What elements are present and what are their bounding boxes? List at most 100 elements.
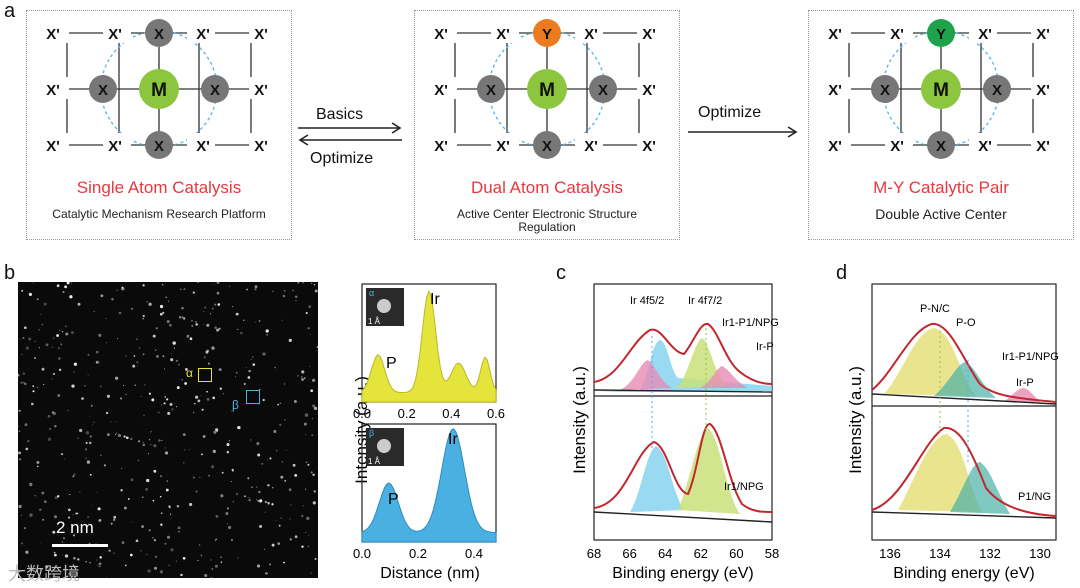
c-fit-bottom (593, 423, 773, 513)
d-label-irp: Ir-P (1016, 377, 1034, 389)
c-label-bottom: Ir1/NPG (724, 481, 764, 493)
d-peak-po (934, 362, 996, 398)
svg-text:X': X' (584, 26, 598, 43)
svg-text:X': X' (642, 138, 656, 155)
svg-text:X': X' (108, 26, 122, 43)
svg-text:X': X' (46, 138, 60, 155)
panel-a-letter: a (4, 0, 16, 22)
panel-c-letter: c (556, 262, 566, 284)
tick-label: 136 (879, 546, 901, 561)
svg-text:X: X (98, 82, 108, 99)
alpha-profile (361, 289, 497, 403)
right-arrow (688, 126, 798, 138)
panel-c-xlabel: Binding energy (eV) (612, 565, 753, 582)
d-baseline-top (871, 393, 1057, 405)
c-baseline-top (593, 389, 773, 393)
svg-text:X': X' (434, 138, 448, 155)
alpha-ticks: 0.0 0.2 0.4 0.6 (353, 406, 505, 421)
c-label-irp: Ir-P (756, 341, 774, 353)
svg-text:X': X' (108, 138, 122, 155)
alpha-peak-p: P (386, 355, 397, 372)
watermark: 大数跨境 (8, 564, 80, 584)
svg-text:X': X' (1036, 26, 1050, 43)
scale-bar (52, 544, 108, 547)
alpha-peak-ir: Ir (430, 291, 440, 308)
arrow1-bottom-label: Optimize (310, 150, 374, 167)
svg-text:X': X' (978, 138, 992, 155)
c-ticks: 68 66 64 62 60 58 (587, 546, 779, 561)
svg-text:X': X' (496, 138, 510, 155)
svg-text:X': X' (584, 138, 598, 155)
tick-label: 0.4 (465, 546, 483, 561)
tick-label: 0.2 (398, 406, 416, 421)
tick-label: 0.6 (487, 406, 505, 421)
lattice-diagram: X' X' X' X' X' X' X' X' X' X' X X X X M (41, 19, 277, 159)
beta-inset-label: β (369, 428, 374, 438)
c-peak-pink2 (700, 366, 748, 388)
lattice-diagram: X' X' X' X' X' X' X' X' X' X' Y X X X M (429, 19, 665, 159)
beta-marker (246, 390, 260, 404)
svg-text:X': X' (828, 138, 842, 155)
alpha-label: α (186, 366, 193, 380)
tick-label: 58 (765, 546, 779, 561)
svg-text:X: X (992, 82, 1002, 99)
beta-peak-ir: Ir (448, 431, 458, 448)
alpha-marker (198, 368, 212, 382)
c-label-4f72: Ir 4f7/2 (688, 295, 722, 307)
d-label-po: P-O (956, 317, 976, 329)
svg-text:X': X' (1036, 138, 1050, 155)
tick-label: 132 (979, 546, 1001, 561)
tick-label: 130 (1029, 546, 1051, 561)
svg-text:X': X' (254, 82, 268, 99)
svg-text:X: X (542, 138, 552, 155)
svg-text:X': X' (254, 138, 268, 155)
scheme-title: Dual Atom Catalysis (470, 178, 624, 197)
svg-text:X': X' (196, 26, 210, 43)
c-peak-pink1 (620, 360, 672, 390)
c-label-4f52: Ir 4f5/2 (630, 295, 664, 307)
arrow1-top-label: Basics (316, 106, 364, 123)
c-baseline-bottom (593, 511, 773, 523)
alpha-inset-label: α (369, 288, 374, 298)
d-peak-bottom-2 (950, 462, 1010, 514)
c-label-sample: Ir1-P1/NPG (722, 317, 779, 329)
top-atom-label: Y (936, 26, 946, 43)
d-fit-bottom (871, 426, 1057, 517)
svg-text:X: X (598, 82, 608, 99)
svg-text:X': X' (196, 138, 210, 155)
panel-b-letter: b (4, 262, 16, 284)
panel-d-letter: d (836, 262, 848, 284)
svg-text:1 Å: 1 Å (368, 457, 381, 466)
svg-text:X': X' (434, 26, 448, 43)
top-atom-label: Y (542, 26, 552, 43)
d-fit-top (871, 322, 1057, 403)
scheme-subtitle: Active Center Electronic Structure Regul… (456, 207, 638, 234)
svg-text:X: X (154, 138, 164, 155)
beta-peak-p: P (388, 491, 399, 508)
xps-ir-plot: Ir 4f5/2 Ir 4f7/2 Ir1-P1/NPG Ir-P Ir1/NP… (587, 283, 779, 582)
c-peak-bottom-1 (630, 446, 684, 512)
profile-plots: α 1 Å P Ir 0.0 0.2 0.4 0.6 β 1 Å P Ir 0.0 0.… (353, 283, 505, 582)
scheme-subtitle: Double Active Center (875, 206, 1007, 222)
beta-label: β (232, 398, 239, 412)
svg-text:X: X (880, 82, 890, 99)
svg-text:X': X' (642, 82, 656, 99)
svg-text:X: X (486, 82, 496, 99)
arrow2-label: Optimize (698, 104, 762, 121)
scheme-subtitle: Catalytic Mechanism Research Platform (52, 207, 266, 221)
c-peak-bottom-2 (678, 428, 740, 514)
d-ticks: 136 134 132 130 (879, 546, 1051, 561)
svg-text:X': X' (434, 82, 448, 99)
scheme-my-pair: X' X' X' X' X' X' X' X' X' X' Y X X X M … (808, 10, 1074, 240)
tick-label: 60 (729, 546, 743, 561)
c-fit-top (593, 322, 773, 385)
d-label-sample: Ir1-P1/NPG (1002, 351, 1059, 363)
svg-text:X': X' (46, 82, 60, 99)
svg-text:X: X (210, 82, 220, 99)
svg-text:M: M (151, 80, 167, 101)
inset-scale: 1 Å (368, 317, 381, 326)
svg-text:X': X' (890, 26, 904, 43)
d-label-pnc: P-N/C (920, 303, 950, 315)
svg-text:X': X' (254, 26, 268, 43)
tick-label: 0.4 (442, 406, 460, 421)
